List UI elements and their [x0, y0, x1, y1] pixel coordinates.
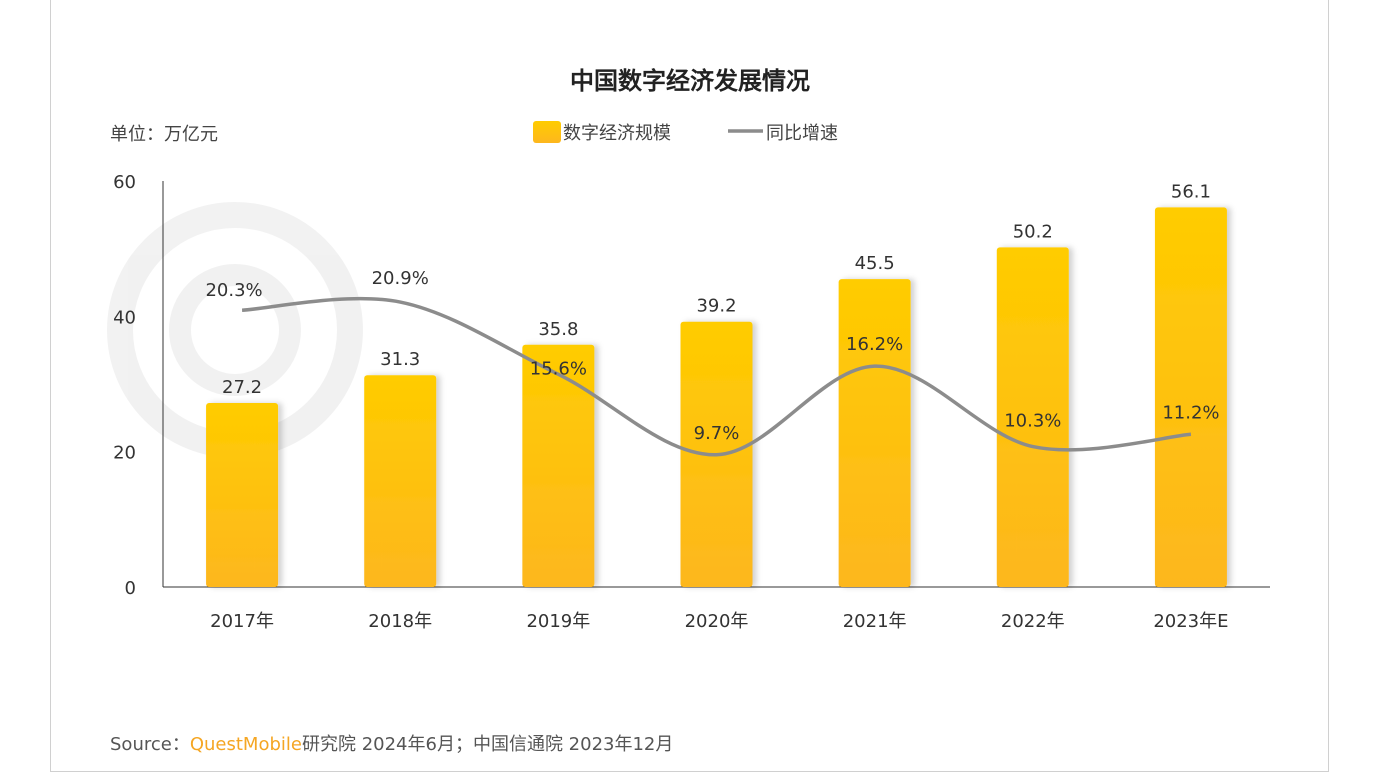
- source-note: Source：QuestMobile研究院 2024年6月；中国信通院 2023…: [110, 730, 673, 756]
- bar-value-label: 35.8: [538, 319, 578, 340]
- y-tick-label: 40: [113, 307, 136, 328]
- unit-label: 单位：万亿元: [110, 124, 218, 145]
- source-rest: 研究院 2024年6月；中国信通院 2023年12月: [301, 734, 674, 755]
- bar-value-label: 45.5: [855, 253, 895, 274]
- bar-value-label: 31.3: [380, 349, 420, 370]
- x-tick-label: 2022年: [1001, 611, 1065, 632]
- x-tick-label: 2020年: [685, 611, 749, 632]
- growth-value-label: 10.3%: [1004, 411, 1061, 432]
- bar-value-label: 50.2: [1013, 221, 1053, 242]
- legend-bar-label: 数字经济规模: [563, 123, 671, 144]
- x-tick-label: 2019年: [526, 611, 590, 632]
- bar: [838, 279, 911, 587]
- y-tick-label: 20: [113, 443, 136, 464]
- bar-value-label: 39.2: [696, 296, 736, 317]
- bar: [522, 344, 595, 587]
- y-tick-label: 0: [125, 578, 136, 599]
- chart-title: 中国数字经济发展情况: [570, 67, 810, 95]
- bar: [1154, 207, 1227, 587]
- growth-value-label: 15.6%: [530, 358, 587, 379]
- y-tick-label: 60: [113, 172, 136, 193]
- growth-line: [241, 296, 1192, 457]
- growth-value-label: 20.3%: [205, 280, 262, 301]
- chart-frame: [50, 0, 1329, 772]
- legend-bar-swatch: [533, 121, 561, 143]
- source-prefix: Source：: [110, 734, 190, 755]
- growth-value-label: 9.7%: [694, 423, 740, 444]
- bar: [206, 402, 279, 587]
- growth-value-label: 16.2%: [846, 334, 903, 355]
- growth-value-label: 20.9%: [372, 268, 429, 289]
- x-tick-label: 2023年E: [1153, 611, 1228, 632]
- x-tick-label: 2017年: [210, 611, 274, 632]
- x-tick-label: 2018年: [368, 611, 432, 632]
- growth-value-label: 11.2%: [1162, 402, 1219, 423]
- legend-line-label: 同比增速: [766, 123, 838, 144]
- x-tick-label: 2021年: [843, 611, 907, 632]
- bar-value-label: 27.2: [222, 377, 262, 398]
- bar: [996, 247, 1069, 587]
- legend: 数字经济规模 同比增速: [533, 121, 838, 144]
- bar-value-label: 56.1: [1171, 181, 1211, 202]
- source-brand: QuestMobile: [189, 734, 302, 755]
- bar: [364, 375, 437, 587]
